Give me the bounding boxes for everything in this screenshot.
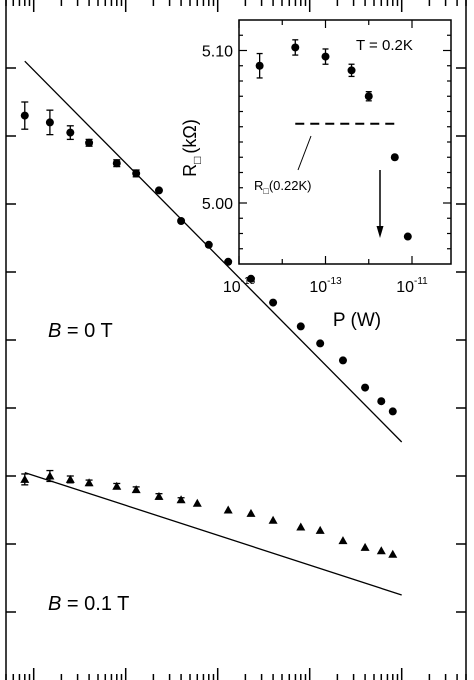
main-fit-lines	[24, 60, 403, 596]
inset-circle-point	[321, 52, 330, 61]
triangle-point	[315, 525, 325, 534]
tick-base: 10	[309, 279, 327, 296]
triangle-point	[176, 495, 186, 504]
inset-y-tick-label: 5.10	[202, 44, 233, 61]
inset-x-tick-label: 10-13	[309, 276, 342, 296]
b0-annotation-var: B	[48, 320, 61, 342]
inset-data-points	[255, 39, 412, 241]
reference-label-subscript: □	[263, 186, 269, 196]
inset-circle-point	[403, 232, 412, 241]
inset-circle-point	[347, 66, 356, 75]
inset-circle-point	[364, 92, 373, 101]
triangle-point	[338, 536, 348, 545]
b01-annotation: B = 0.1 T	[48, 593, 129, 615]
inset-ylabel: R□ (kΩ)	[180, 119, 204, 177]
circle-point	[112, 159, 121, 168]
circle-point	[377, 397, 386, 406]
tick-exponent: -11	[414, 276, 428, 287]
tick-base: 10	[396, 279, 414, 296]
circle-point	[338, 356, 347, 365]
circle-point	[246, 274, 255, 283]
drop-arrow-head	[376, 226, 384, 238]
b01-annotation-value: = 0.1 T	[61, 593, 129, 615]
triangle-point	[360, 542, 370, 551]
b0-annotation: B = 0 T	[48, 320, 113, 342]
tick-base: 10	[223, 279, 241, 296]
triangle-point	[84, 478, 94, 487]
triangle-point	[112, 481, 122, 490]
circle-point	[296, 322, 305, 331]
inset-ylabel-subscript: □	[190, 157, 204, 164]
inset-circle-point	[291, 43, 300, 52]
reference-pointer-arrow	[297, 135, 312, 171]
circle-point	[177, 217, 186, 225]
b01-annotation-var: B	[48, 593, 61, 615]
triangle-point	[388, 549, 398, 558]
inset-title: T = 0.2K	[356, 37, 413, 54]
circle-point	[388, 407, 397, 416]
triangle-point	[296, 522, 306, 531]
inset-xlabel: P (W)	[333, 310, 381, 331]
reference-label-main: R	[254, 178, 263, 193]
reference-label: R□(0.22K)	[254, 178, 311, 196]
triangle-point	[65, 474, 75, 483]
triangle-point	[131, 485, 141, 494]
triangle-point	[246, 508, 256, 517]
triangle-point	[376, 546, 386, 555]
circle-point	[85, 138, 94, 147]
b0-annotation-value: = 0 T	[61, 320, 112, 342]
triangle-point	[154, 491, 164, 500]
tick-exponent: -15	[241, 276, 256, 287]
inset-circle-point	[390, 153, 399, 162]
inset-circle-point	[255, 61, 264, 70]
main-axis-ticks	[5, 0, 467, 680]
triangle-point	[45, 471, 55, 480]
triangle-point	[192, 498, 202, 507]
reference-label-temp: (0.22K)	[269, 178, 312, 193]
inset-x-tick-label: 10-15	[223, 276, 256, 296]
circle-point	[20, 111, 29, 120]
inset-x-tick-label: 10-11	[396, 276, 428, 296]
circle-point	[316, 339, 325, 348]
circle-point	[45, 118, 54, 127]
inset-ylabel-main: R	[180, 164, 200, 177]
circle-point	[224, 257, 233, 266]
triangle-point	[20, 474, 30, 483]
circle-point	[361, 383, 370, 392]
circle-point	[66, 128, 75, 137]
inset-frame	[238, 19, 452, 265]
inset-ylabel-unit: (kΩ)	[180, 119, 200, 153]
fit-line-1	[24, 471, 402, 596]
circle-point	[204, 240, 213, 249]
triangle-point	[223, 505, 233, 514]
triangle-point	[268, 515, 278, 524]
circle-point	[132, 169, 141, 178]
fit-line-0	[24, 60, 403, 443]
circle-point	[154, 186, 163, 195]
tick-exponent: -13	[327, 276, 342, 287]
main-plot: B = 0 T B = 0.1 T	[5, 0, 467, 680]
main-data-points	[20, 101, 398, 558]
inset-y-tick-label: 5.00	[202, 196, 233, 213]
circle-point	[269, 298, 278, 307]
